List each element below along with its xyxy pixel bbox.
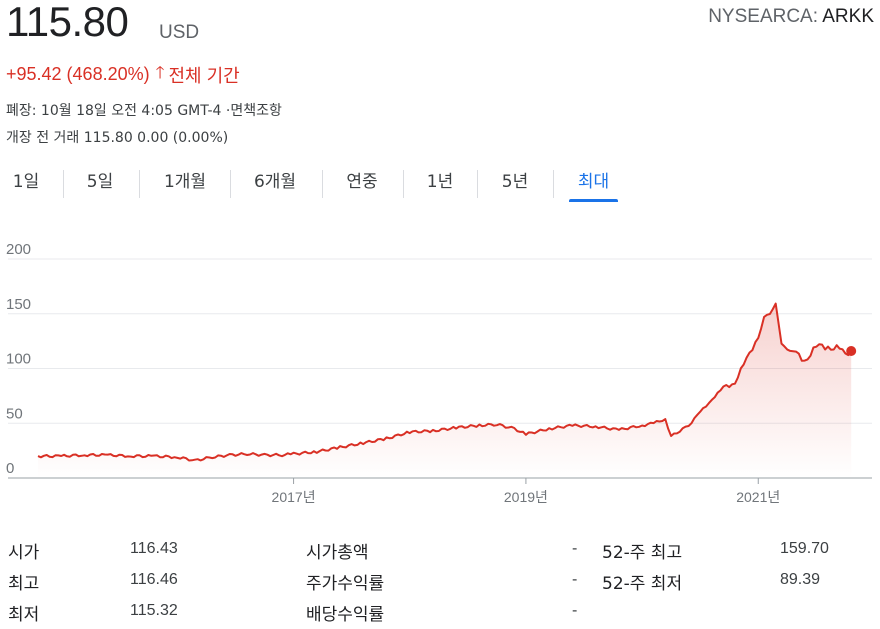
stat-open-value: 116.43 bbox=[130, 540, 178, 557]
arrow-up-icon: 🡑 bbox=[155, 63, 165, 82]
stat-pe-label: 주가수익률 bbox=[306, 574, 385, 594]
y-tick-label: 0 bbox=[6, 460, 14, 477]
y-tick-label: 200 bbox=[6, 241, 31, 258]
tab-divider bbox=[322, 170, 323, 198]
x-tick-label: 2019년 bbox=[504, 489, 548, 505]
tab-divider bbox=[477, 170, 478, 198]
price-line bbox=[37, 302, 853, 462]
tab-5y[interactable]: 5년 bbox=[501, 172, 529, 192]
tab-1y[interactable]: 1년 bbox=[426, 172, 454, 192]
stat-52wk-high-label: 52-주 최고 bbox=[602, 543, 683, 563]
price-area bbox=[38, 303, 852, 478]
tab-max[interactable]: 최대 bbox=[569, 166, 618, 202]
change-value: +95.42 (468.20%) bbox=[6, 64, 150, 84]
stat-52wk-low-label: 52-주 최저 bbox=[602, 574, 683, 594]
stat-52wk-low-value: 89.39 bbox=[780, 571, 821, 588]
premarket-info: 개장 전 거래 115.80 0.00 (0.00%) bbox=[6, 130, 229, 146]
tab-divider bbox=[403, 170, 404, 198]
tab-5d[interactable]: 5일 bbox=[86, 172, 114, 192]
current-price: 115.80 bbox=[6, 0, 129, 45]
price-chart-svg: 200 150 100 50 0 2017년 2019년 2021년 bbox=[6, 241, 872, 505]
tab-6m[interactable]: 6개월 bbox=[253, 172, 297, 192]
stat-mktcap-label: 시가총액 bbox=[306, 543, 369, 563]
price-change: +95.42 (468.20%) 🡑 전체 기간 bbox=[6, 60, 240, 89]
tab-divider bbox=[230, 170, 231, 198]
stat-low-label: 최저 bbox=[8, 605, 40, 625]
stat-high-label: 최고 bbox=[8, 574, 40, 594]
tab-1d[interactable]: 1일 bbox=[12, 172, 40, 192]
price-chart[interactable]: 200 150 100 50 0 2017년 2019년 2021년 bbox=[0, 240, 880, 510]
stats-table: 시가 116.43 최고 116.46 최저 115.32 시가총액 - 주가수… bbox=[0, 532, 880, 629]
tab-ytd[interactable]: 연중 bbox=[346, 172, 378, 192]
change-period: 전체 기간 bbox=[168, 65, 240, 86]
stat-open-label: 시가 bbox=[8, 543, 40, 563]
tab-divider bbox=[139, 170, 140, 198]
y-tick-label: 100 bbox=[6, 351, 31, 368]
stat-div-value: - bbox=[572, 602, 578, 619]
range-tabs: 1일 5일 1개월 6개월 연중 1년 5년 최대 bbox=[0, 166, 880, 206]
stat-52wk-high-value: 159.70 bbox=[780, 540, 829, 557]
stat-pe-value: - bbox=[572, 571, 578, 588]
exchange-name: NYSEARCA: bbox=[708, 6, 819, 27]
x-tick-label: 2017년 bbox=[272, 489, 316, 505]
ticker-label: NYSEARCA: ARKK bbox=[708, 6, 874, 28]
last-price-marker bbox=[846, 345, 857, 356]
x-tick-label: 2021년 bbox=[736, 489, 780, 505]
tab-1m[interactable]: 1개월 bbox=[163, 172, 207, 192]
tab-divider bbox=[553, 170, 554, 198]
currency-label: USD bbox=[159, 22, 200, 43]
stat-mktcap-value: - bbox=[572, 540, 578, 557]
y-tick-label: 50 bbox=[6, 405, 23, 422]
y-tick-label: 150 bbox=[6, 296, 31, 313]
ticker-symbol: ARKK bbox=[822, 6, 874, 27]
quote-header: 115.80 USD NYSEARCA: ARKK bbox=[6, 0, 874, 50]
stat-div-label: 배당수익률 bbox=[306, 605, 385, 625]
market-closed-info: 폐장: 10월 18일 오전 4:05 GMT-4 ·면책조항 bbox=[6, 103, 282, 119]
tab-divider bbox=[63, 170, 64, 198]
stat-high-value: 116.46 bbox=[130, 571, 178, 588]
stat-low-value: 115.32 bbox=[130, 602, 178, 619]
